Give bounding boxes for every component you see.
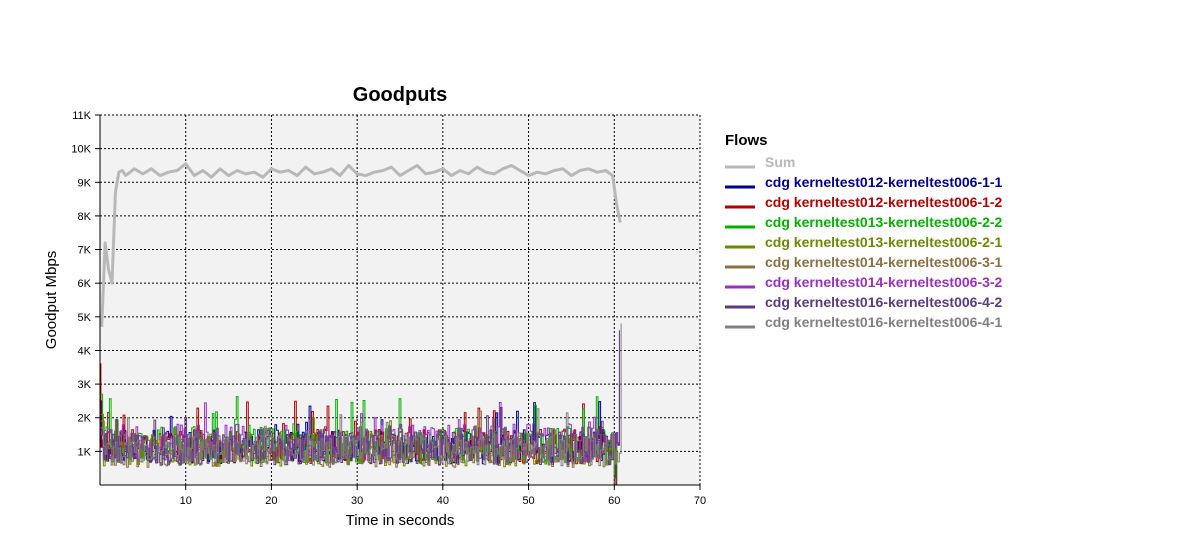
x-tick-label: 30 <box>351 495 363 507</box>
y-tick-label: 9K <box>78 177 92 189</box>
x-tick-label: 70 <box>694 495 706 507</box>
y-tick-label: 3K <box>78 379 92 391</box>
legend-label: cdg kerneltest012-kerneltest006-1-1 <box>765 174 1003 190</box>
x-tick-label: 40 <box>437 495 449 507</box>
y-tick-label: 2K <box>78 413 92 425</box>
y-tick-label: 4K <box>78 345 92 357</box>
chart-title: Goodputs <box>353 84 447 106</box>
legend-label: cdg kerneltest016-kerneltest006-4-1 <box>765 314 1003 330</box>
y-axis-label: Goodput Mbps <box>43 251 60 349</box>
legend-label: cdg kerneltest014-kerneltest006-3-1 <box>765 254 1003 270</box>
legend-label: cdg kerneltest016-kerneltest006-4-2 <box>765 294 1003 310</box>
legend-label: cdg kerneltest013-kerneltest006-2-2 <box>765 214 1003 230</box>
series-line-sum <box>100 162 622 327</box>
y-tick-label: 1K <box>78 446 92 458</box>
x-tick-label: 50 <box>522 495 534 507</box>
legend-title: Flows <box>725 132 768 149</box>
series-line-8 <box>99 323 622 485</box>
legend-label: Sum <box>765 154 795 170</box>
series-lines <box>99 162 622 485</box>
y-tick-label: 6K <box>78 278 92 290</box>
y-tick-label: 8K <box>78 211 92 223</box>
legend-label: cdg kerneltest014-kerneltest006-3-2 <box>765 274 1003 290</box>
legend-label: cdg kerneltest012-kerneltest006-1-2 <box>765 194 1003 210</box>
x-tick-label: 10 <box>180 495 192 507</box>
y-tick-label: 11K <box>72 110 91 122</box>
x-axis-label: Time in seconds <box>346 512 455 529</box>
series-line-5 <box>99 410 615 485</box>
legend: Flows Sum cdg kerneltest012-kerneltest006… <box>725 132 1003 330</box>
y-tick-label: 5K <box>78 312 92 324</box>
y-tick-label: 7K <box>78 245 92 257</box>
x-tick-label: 60 <box>608 495 620 507</box>
axes: 10 20 30 40 50 60 70 1K 2K 3K 4K 5K 6K 7K 8K 9K 10K 11K <box>71 110 706 507</box>
legend-label: cdg kerneltest013-kerneltest006-2-1 <box>765 234 1003 250</box>
y-tick-label: 10K <box>71 144 91 156</box>
x-tick-label: 20 <box>265 495 277 507</box>
